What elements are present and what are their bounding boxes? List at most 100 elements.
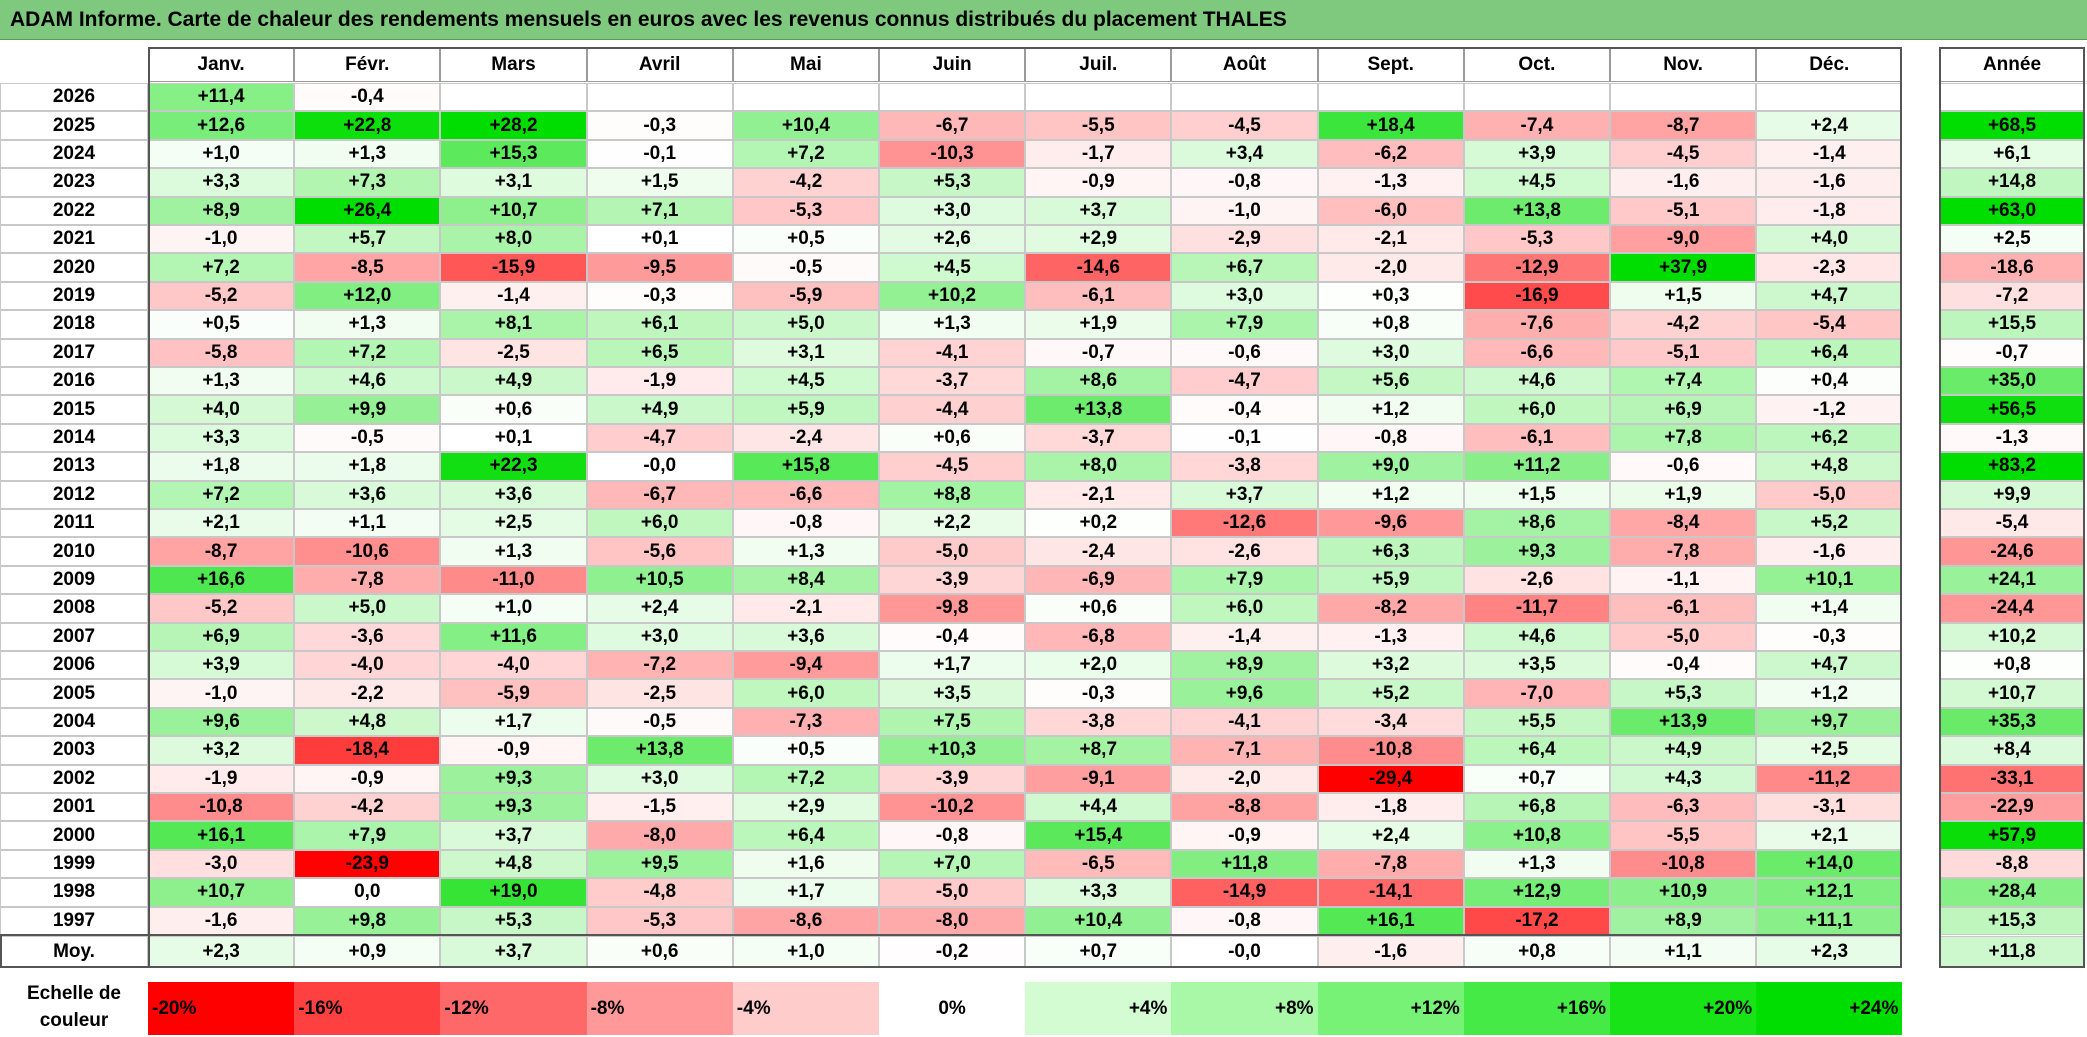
heatmap-cell: -8,7 [148,537,295,566]
heatmap-cell: +3,6 [732,622,879,651]
year-label: 2010 [0,537,148,566]
year-label: 1999 [0,849,148,879]
heatmap-cell: +12,6 [148,111,295,140]
annual-cell: +24,1 [1939,565,2085,595]
heatmap-cell: +7,2 [732,139,879,169]
year-label: 2008 [0,594,148,623]
heatmap-cell: -6,8 [1025,622,1172,651]
heatmap-cell: -5,1 [1610,196,1757,225]
heatmap-cell: +3,3 [1025,878,1172,907]
heatmap-cell: +0,5 [148,310,295,339]
heatmap-cell: -1,1 [1610,565,1757,595]
heatmap-cell: +5,5 [1463,707,1610,737]
heatmap-cell: +10,3 [879,736,1026,765]
heatmap-cell: -0,8 [1317,423,1464,453]
heatmap-cell: +6,9 [148,622,295,651]
heatmap-cell: +7,2 [294,338,441,367]
heatmap-cell: +6,0 [1171,594,1318,623]
annual-cell: +10,7 [1939,679,2085,708]
heatmap-cell: -0,3 [586,111,733,140]
heatmap-cell: +1,7 [879,651,1026,680]
color-scale-swatch: -4% [732,982,879,1035]
color-scale-swatch: +4% [1025,982,1172,1035]
heatmap-cell: +4,7 [1756,651,1903,680]
color-scale-swatch: -12% [440,982,587,1035]
heatmap-cell [879,83,1026,112]
color-scale-swatch: -20% [148,982,295,1035]
heatmap-cell: +4,6 [1463,367,1610,396]
heatmap-cell: +15,8 [732,452,879,481]
heatmap-cell: +11,4 [148,83,295,112]
heatmap-cell: -8,0 [879,906,1026,935]
heatmap-cell: +0,5 [732,225,879,254]
heatmap-cell: +3,0 [586,622,733,651]
heatmap-cell: -4,1 [879,338,1026,367]
heatmap-cell: +1,3 [294,310,441,339]
annual-cell: +28,4 [1939,878,2085,907]
heatmap-cell: -10,6 [294,537,441,566]
heatmap-cell: +0,2 [1025,509,1172,538]
heatmap-cell: +1,2 [1317,480,1464,509]
heatmap-cell: +26,4 [294,196,441,225]
heatmap-cell: +4,9 [586,395,733,424]
heatmap-cell: +1,7 [440,707,587,737]
heatmap-cell: +3,7 [440,821,587,850]
heatmap-cell: +8,0 [440,225,587,254]
average-cell: -0,0 [1171,936,1318,968]
heatmap-cell: -0,4 [294,83,441,112]
heatmap-cell: -2,0 [1317,253,1464,282]
heatmap-cell: +3,9 [1463,139,1610,169]
heatmap-cell: +10,7 [148,878,295,907]
heatmap-cell: -8,2 [1317,594,1464,623]
annual-cell: +0,8 [1939,651,2085,680]
heatmap-cell: +2,9 [732,793,879,822]
heatmap-cell: +2,0 [1025,651,1172,680]
color-scale-swatch: +24% [1756,982,1903,1035]
heatmap-cell: +3,1 [732,338,879,367]
heatmap-cell: +10,4 [732,111,879,140]
annual-cell: +2,5 [1939,225,2085,254]
heatmap-cell: -15,9 [440,253,587,282]
heatmap-cell: -3,9 [879,764,1026,793]
heatmap-cell: +0,8 [1317,310,1464,339]
heatmap-cell: +28,2 [440,111,587,140]
year-label: 2007 [0,622,148,651]
heatmap-cell: +1,7 [732,878,879,907]
heatmap-cell: +2,1 [1756,821,1903,850]
heatmap-cell: -6,7 [879,111,1026,140]
heatmap-cell: +1,2 [1317,395,1464,424]
heatmap-cell: +5,3 [1610,679,1757,708]
heatmap-cell: -3,7 [1025,423,1172,453]
heatmap-cell [1025,83,1172,112]
color-scale-swatch: -16% [294,982,441,1035]
heatmap-cell: -2,4 [732,423,879,453]
annual-cell: +56,5 [1939,395,2085,424]
heatmap-cell: +6,3 [1317,537,1464,566]
month-header: Janv. [148,47,295,82]
heatmap-cell: -11,0 [440,565,587,595]
average-cell: +3,7 [440,936,587,968]
heatmap-cell: +11,8 [1171,849,1318,879]
heatmap-cell: -0,7 [1025,338,1172,367]
heatmap-cell: +2,6 [879,225,1026,254]
heatmap-cell: -1,4 [1171,622,1318,651]
heatmap-cell: -4,2 [732,168,879,197]
heatmap-cell: +10,1 [1756,565,1903,595]
heatmap-cell: -0,6 [1610,452,1757,481]
heatmap-cell: +1,5 [1610,281,1757,311]
heatmap-cell: -6,1 [1025,281,1172,311]
heatmap-cell: +6,1 [586,310,733,339]
average-cell: +0,9 [294,936,441,968]
color-scale-swatch: +8% [1171,982,1318,1035]
average-cell: +0,7 [1025,936,1172,968]
heatmap-cell: +13,8 [586,736,733,765]
heatmap-cell: +7,2 [148,480,295,509]
heatmap-cell: -9,0 [1610,225,1757,254]
year-label: 2002 [0,764,148,793]
year-total-header: Année [1939,47,2085,82]
heatmap-cell: +12,0 [294,281,441,311]
heatmap-cell: -4,4 [879,395,1026,424]
heatmap-cell: +3,6 [440,480,587,509]
